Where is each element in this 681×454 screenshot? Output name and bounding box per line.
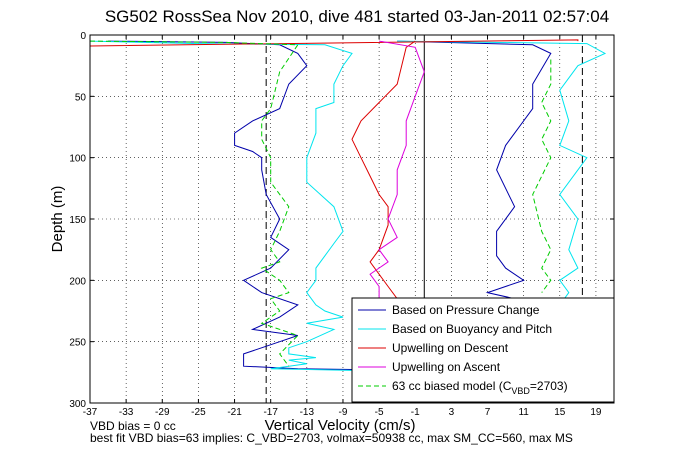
x-tick-label: -17: [263, 407, 278, 418]
legend-box: [351, 297, 615, 403]
y-axis-label: Depth (m): [49, 186, 66, 253]
x-tick-label: 19: [590, 407, 602, 418]
series-line: [532, 59, 552, 293]
x-tick-label: -25: [191, 407, 206, 418]
legend-label: 63 cc biased model (CVBD=2703): [392, 379, 568, 396]
x-tick-label: -5: [375, 407, 384, 418]
series-line: [89, 40, 398, 373]
series-5: [89, 40, 552, 367]
series-line: [397, 40, 607, 306]
series-line: [108, 40, 398, 372]
y-tick-label: 150: [69, 215, 86, 226]
x-tick-label: 15: [554, 407, 566, 418]
x-tick-label: 3: [449, 407, 455, 418]
x-tick-label: -1: [411, 407, 420, 418]
x-tick-label: -9: [339, 407, 348, 418]
x-tick-label: -21: [227, 407, 242, 418]
series-line: [369, 40, 425, 324]
y-tick-label: 0: [80, 31, 86, 42]
y-tick-label: 100: [69, 154, 86, 165]
legend-label: Based on Buoyancy and Pitch: [392, 322, 552, 336]
y-tick-label: 250: [69, 338, 86, 349]
x-tick-label: -13: [300, 407, 315, 418]
y-tick-label: 200: [69, 276, 86, 287]
x-tick-label: 7: [485, 407, 491, 418]
x-tick-label: -33: [119, 407, 134, 418]
chart-title: SG502 RossSea Nov 2010, dive 481 started…: [105, 7, 609, 26]
y-tick-label: 300: [69, 399, 86, 410]
footer-fit-text: best fit VBD bias=63 implies: C_VBD=2703…: [90, 431, 573, 445]
legend-label: Based on Pressure Change: [392, 303, 540, 317]
series-line: [89, 40, 299, 367]
legend-label: Upwelling on Ascent: [392, 360, 501, 374]
x-tick-label: -29: [155, 407, 170, 418]
x-axis-label: Vertical Velocity (cm/s): [265, 417, 416, 434]
y-tick-label: 50: [75, 92, 87, 103]
series-2: [89, 40, 607, 373]
y-axis: 0 50 100 150 200 250 300: [69, 31, 614, 410]
legend-label: Upwelling on Descent: [392, 341, 509, 355]
x-tick-label: 11: [518, 407, 529, 418]
footer-bias-text: VBD bias = 0 cc: [90, 419, 176, 433]
legend: Based on Pressure Change Based on Buoyanc…: [351, 297, 615, 403]
x-axis: -37 -33 -29 -25 -21 -17 -13 -9 -5 -1 3 7 11 15 19: [83, 35, 602, 418]
series-line: [89, 39, 579, 47]
series-4: [369, 40, 425, 324]
x-tick-label: -37: [83, 407, 98, 418]
